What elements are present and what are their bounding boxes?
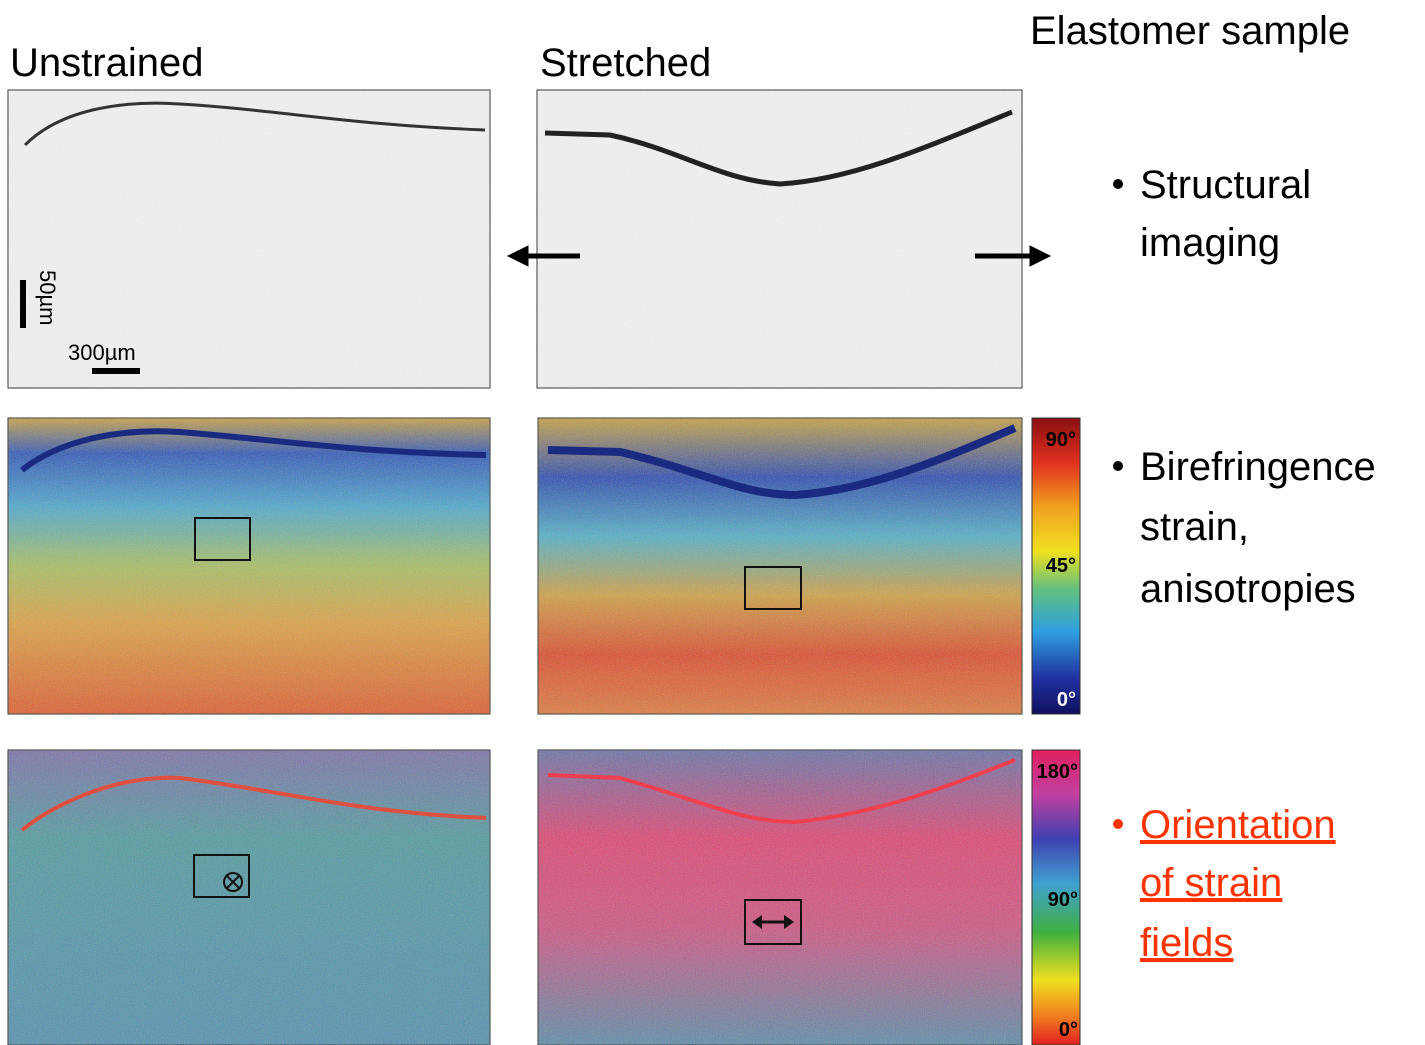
- bullet-text: Orientation: [1140, 803, 1336, 847]
- colorbar: 180° 90° 0°: [1031, 749, 1081, 1045]
- bullet-text: of strain: [1140, 861, 1282, 905]
- scale-label: 300µm: [68, 340, 136, 365]
- bullet: Orientation of strain fields: [1113, 803, 1336, 965]
- colorbar: 90° 45° 0°: [1031, 417, 1081, 715]
- orientation-unstrained: [7, 749, 491, 1045]
- colorbar-label: 0°: [1057, 689, 1076, 711]
- birefringence-unstrained: [7, 417, 491, 715]
- bullet-text: anisotropies: [1140, 567, 1356, 611]
- colorbar-label: 0°: [1059, 1019, 1078, 1041]
- bullet-text: fields: [1140, 921, 1233, 965]
- column-label: Stretched: [540, 41, 711, 85]
- colorbar-label: 45°: [1046, 555, 1076, 577]
- bullet-text: imaging: [1140, 221, 1280, 265]
- structural-unstrained: 50µm 300µm: [7, 89, 491, 389]
- birefringence-stretched: [537, 417, 1023, 715]
- orientation-stretched: [537, 749, 1023, 1045]
- column-label: Unstrained: [10, 41, 203, 85]
- bullet-text: Birefringence: [1140, 445, 1376, 489]
- colorbar-label: 180°: [1037, 761, 1078, 783]
- scale-label: 50µm: [35, 270, 60, 325]
- title: Elastomer sample: [1030, 9, 1350, 53]
- structural-stretched: [536, 89, 1023, 389]
- bullet: Birefringence strain, anisotropies: [1113, 445, 1376, 611]
- arrows: [506, 245, 1052, 267]
- bullet-text: Structural: [1140, 163, 1311, 207]
- colorbar-label: 90°: [1048, 889, 1078, 911]
- bullet: Structural imaging: [1113, 163, 1311, 265]
- colorbar-label: 90°: [1046, 429, 1076, 451]
- bullet-text: strain,: [1140, 505, 1249, 549]
